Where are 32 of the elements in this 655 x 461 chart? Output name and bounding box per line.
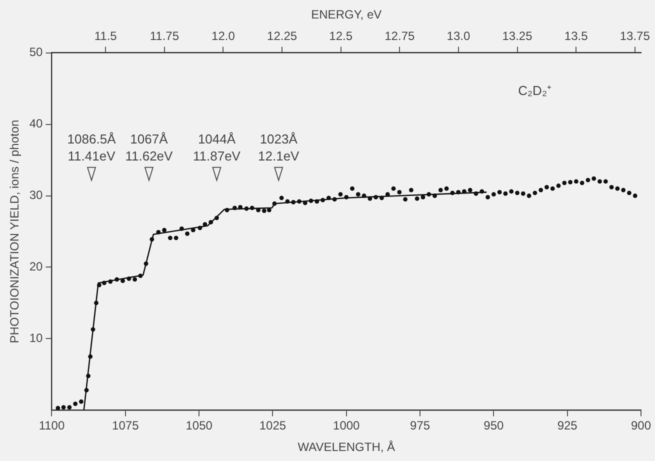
annotation: C₂D₂⁺: [518, 82, 551, 98]
x-tick-label: 1000: [333, 418, 360, 433]
y-axis-title: PHOTOIONIZATION YIELD, ions / photon: [8, 120, 22, 344]
x2-tick-label: 13.25: [502, 28, 533, 43]
x-tick-label: 1075: [112, 418, 140, 433]
y-tick-label: 40: [29, 116, 44, 131]
x2-tick-label: 12.75: [384, 28, 415, 43]
x2-tick-label: 12.25: [267, 28, 298, 43]
annotation: 1044Å 11.87eV: [193, 131, 241, 164]
annotation: 1086.5Å 11.41eV: [67, 131, 116, 164]
annotation: 1023Å 12.1eV: [258, 131, 300, 164]
x2-tick-label: 13.0: [446, 28, 470, 43]
x-tick-label: 900: [630, 418, 652, 433]
annotation: 1067Å 11.62eV: [125, 131, 174, 164]
x-tick-label: 1100: [38, 418, 65, 433]
x2-tick-label: 12.5: [329, 28, 353, 43]
x2-tick-label: 11.5: [94, 28, 118, 43]
x2-tick-label: 13.5: [564, 28, 588, 43]
y-tick-label: 50: [29, 45, 44, 60]
x-tick-label: 925: [557, 418, 578, 433]
x2-axis-title: ENERGY, eV: [311, 8, 382, 22]
y-tick-label: 10: [29, 331, 44, 346]
x-tick-label: 950: [484, 418, 504, 433]
y-tick-label: 30: [29, 188, 44, 202]
x2-tick-label: 13.75: [620, 28, 650, 43]
x-tick-label: 1050: [186, 418, 213, 433]
x-axis-title: WAVELENGTH, Å: [298, 440, 396, 454]
x-tick-label: 1025: [259, 418, 286, 433]
x2-tick-label: 12.0: [212, 28, 236, 43]
x2-tick-label: 11.75: [150, 28, 180, 43]
y-tick-label: 20: [29, 260, 44, 274]
x-tick-label: 975: [410, 418, 430, 433]
